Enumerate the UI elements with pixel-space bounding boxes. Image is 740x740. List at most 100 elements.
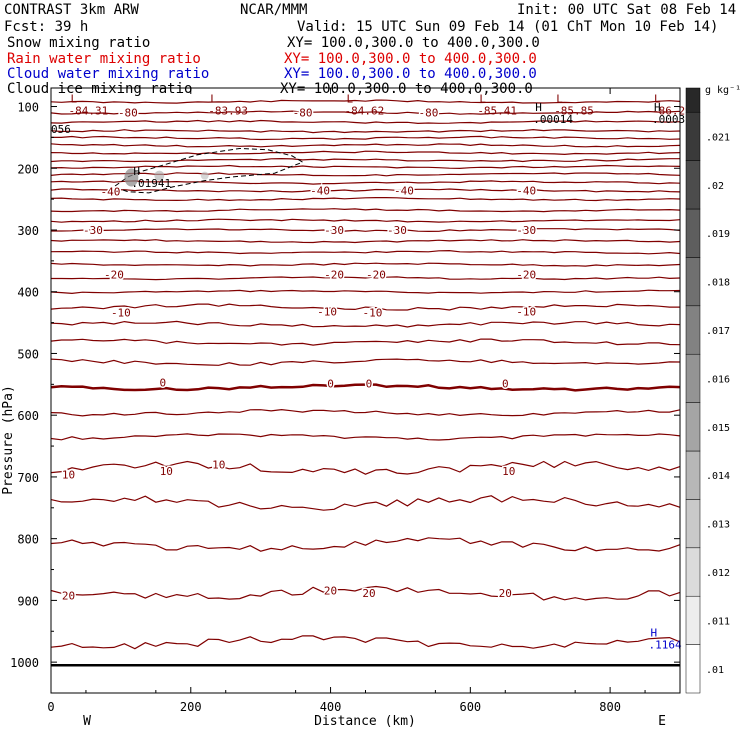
temperature-contour [50, 143, 681, 148]
contour-label: 10 [502, 465, 515, 478]
x-tick-label: 800 [599, 700, 621, 714]
temperature-contour [51, 276, 681, 281]
y-axis-label: Pressure (hPa) [1, 385, 16, 495]
colorbar-tick-label: .019 [706, 229, 730, 240]
contour-label: 0 [160, 376, 167, 389]
east-label: E [658, 714, 666, 729]
contour-label: -80 [418, 107, 438, 120]
contour-label: 20 [62, 589, 75, 602]
extremum-value: .1164 [649, 639, 682, 652]
contour-label: -10 [516, 305, 536, 318]
contour-label: 0 [502, 378, 509, 391]
snow-shade-patch [200, 171, 209, 180]
y-tick-label: 100 [17, 101, 39, 115]
legend-xy-snow: XY= 100.0,300.0 to 400.0,300.0 [287, 35, 540, 51]
temperature-contour [50, 495, 681, 511]
temperature-contour [50, 164, 681, 170]
x-tick-label: 0 [47, 700, 54, 714]
high-marker: H [654, 101, 661, 114]
extremum-value: .01941 [131, 177, 171, 190]
colorbar-swatch [685, 208, 701, 258]
contour-label: 10 [212, 459, 225, 472]
freezing-level-contour [50, 383, 681, 392]
temperature-contour [50, 338, 681, 346]
temperature-contour [50, 188, 681, 193]
forecast-hour: Fcst: 39 h [4, 19, 88, 35]
y-tick-label: 1000 [10, 656, 39, 670]
colorbar-tick-label: .011 [706, 616, 730, 627]
y-tick-label: 300 [17, 224, 39, 238]
colorbar-swatch [685, 305, 701, 355]
colorbar-swatch [685, 257, 701, 307]
contour-label: -20 [104, 268, 124, 281]
cloud-ice-outline [112, 147, 304, 194]
colorbar-tick-label: .015 [706, 423, 730, 434]
temperature-contour [50, 157, 680, 163]
colorbar-tick-label: .018 [706, 278, 730, 289]
temperature-contour [50, 249, 681, 255]
extrema-labels: L-84.31L-83.93L-84.62L-85.41L-85.85L-86.… [51, 93, 692, 652]
temperature-contour [50, 433, 681, 441]
temperature-contour [50, 218, 681, 223]
temperature-contour [50, 119, 681, 125]
y-tick-label: 200 [17, 162, 39, 176]
contour-label: -10 [111, 307, 131, 320]
contour-label: 20 [499, 587, 512, 600]
contour-label: -30 [516, 224, 536, 237]
extremum-value: -85.85 [554, 105, 594, 118]
low-marker: L [210, 93, 217, 106]
low-marker: L [556, 93, 563, 106]
extremum-value: -83.93 [208, 105, 248, 118]
colorbar-tick-label: .012 [706, 568, 730, 579]
center-label: NCAR/MMM [240, 2, 307, 18]
y-tick-label: 500 [17, 347, 39, 361]
temperature-contour [50, 239, 681, 244]
contour-label: -80 [118, 107, 138, 120]
colorbar-swatch [685, 499, 701, 549]
temperature-contour [50, 537, 681, 552]
temperature-contour [50, 262, 681, 267]
temperature-contour [51, 135, 681, 141]
x-tick-label: 200 [180, 700, 202, 714]
contour-label: -40 [516, 184, 536, 197]
extremum-value: -86.29 [652, 105, 692, 118]
valid-time: Valid: 15 UTC Sun 09 Feb 14 (01 ChT Mon … [297, 19, 718, 35]
legend-field-cloud-water: Cloud water mixing ratio [7, 66, 209, 82]
temperature-contour [50, 303, 680, 311]
contour-label: 10 [62, 468, 75, 481]
contour-label: 0 [327, 378, 334, 391]
colorbar-tick-label: .02 [706, 181, 724, 192]
contour-label: -30 [387, 224, 407, 237]
colorbar-swatch [685, 402, 701, 452]
high-marker: H [535, 101, 542, 114]
x-tick-label: 400 [320, 700, 342, 714]
y-tick-label: 700 [17, 471, 39, 485]
legend-xy-rain: XY= 100.0,300.0 to 400.0,300.0 [284, 51, 537, 67]
temperature-contour [50, 180, 681, 185]
contour-label: -30 [83, 224, 103, 237]
colorbar-tick-label: .017 [706, 326, 730, 337]
snow-max-shade [124, 168, 139, 187]
high-marker: H [651, 627, 658, 640]
temperature-contour [50, 110, 681, 115]
contour-label: -40 [100, 186, 120, 199]
x-axis-label: Distance (km) [314, 714, 416, 729]
west-label: W [83, 714, 91, 729]
contour-label: -10 [317, 305, 337, 318]
legend-field-rain: Rain water mixing ratio [7, 51, 201, 67]
temperature-contour [50, 197, 681, 202]
contour-labels: -80 -80 -80 -40 -40 -40 -40 -30 -30 -30 -30 -20 -20 -… [60, 105, 537, 604]
extremum-value: 056 [51, 123, 71, 136]
colorbar-tick-label: .01 [706, 665, 724, 676]
contour-label: -40 [310, 184, 330, 197]
low-marker: L [347, 93, 354, 106]
colorbar-swatch [685, 87, 701, 113]
colorbar-swatch [685, 595, 701, 645]
colorbar-swatch [685, 353, 701, 403]
extremum-value: -84.62 [345, 105, 385, 118]
init-time: Init: 00 UTC Sat 08 Feb 14 [517, 2, 736, 18]
colorbar-swatch [685, 547, 701, 597]
x-tick-label: 600 [459, 700, 481, 714]
